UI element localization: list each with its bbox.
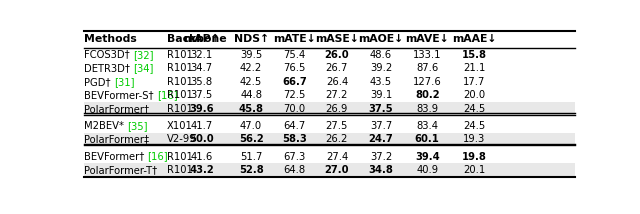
Text: 58.3: 58.3 [282,134,307,144]
Text: 20.1: 20.1 [463,165,486,175]
Text: 32.1: 32.1 [190,50,212,60]
Text: PGD†: PGD† [84,77,114,87]
Text: 50.0: 50.0 [189,134,214,144]
Text: 37.5: 37.5 [190,90,212,100]
Text: BEVFormer†: BEVFormer† [84,152,147,162]
Text: 39.4: 39.4 [415,152,440,162]
Text: PolarFormer‡: PolarFormer‡ [84,134,149,144]
Text: 26.0: 26.0 [324,50,349,60]
Text: mAOE↓: mAOE↓ [358,34,404,44]
Text: 70.0: 70.0 [284,104,305,114]
Bar [84,133,575,146]
Text: [32]: [32] [133,50,154,60]
Text: 133.1: 133.1 [413,50,442,60]
Text: 127.6: 127.6 [413,77,442,87]
Text: Methods: Methods [84,34,137,44]
Text: 19.3: 19.3 [463,134,486,144]
Text: 34.8: 34.8 [369,165,394,175]
Text: FCOS3D†: FCOS3D† [84,50,133,60]
Text: [35]: [35] [127,121,148,131]
Text: M2BEV*: M2BEV* [84,121,127,131]
Text: 39.5: 39.5 [240,50,262,60]
Text: 19.8: 19.8 [462,152,487,162]
Text: mAVE↓: mAVE↓ [405,34,449,44]
Text: 21.1: 21.1 [463,63,486,73]
Text: mASE↓: mASE↓ [315,34,359,44]
Text: R101: R101 [167,104,193,114]
Text: R101: R101 [167,165,193,175]
Text: 37.5: 37.5 [369,104,394,114]
Text: 26.4: 26.4 [326,77,348,87]
Bar [84,102,575,116]
Text: 51.7: 51.7 [240,152,262,162]
Text: 24.7: 24.7 [369,134,394,144]
Text: X101: X101 [167,121,193,131]
Text: PolarFormer-T†: PolarFormer-T† [84,165,157,175]
Text: 39.1: 39.1 [370,90,392,100]
Text: 87.6: 87.6 [416,63,438,73]
Text: 42.2: 42.2 [240,63,262,73]
Text: 37.2: 37.2 [370,152,392,162]
Text: 39.6: 39.6 [189,104,214,114]
Text: V2-99: V2-99 [167,134,196,144]
Text: [16]: [16] [157,90,177,100]
Text: 48.6: 48.6 [370,50,392,60]
Text: 40.9: 40.9 [416,165,438,175]
Text: 27.5: 27.5 [326,121,348,131]
Text: [31]: [31] [114,77,134,87]
Bar [84,163,575,177]
Text: 26.9: 26.9 [326,104,348,114]
Text: BEVFormer-S†: BEVFormer-S† [84,90,157,100]
Text: 41.7: 41.7 [190,121,212,131]
Text: 42.5: 42.5 [240,77,262,87]
Text: 27.2: 27.2 [326,90,348,100]
Text: 80.2: 80.2 [415,90,440,100]
Text: 47.0: 47.0 [240,121,262,131]
Text: 20.0: 20.0 [463,90,485,100]
Text: 43.2: 43.2 [189,165,214,175]
Text: 56.2: 56.2 [239,134,264,144]
Text: mAP↑: mAP↑ [183,34,220,44]
Text: 17.7: 17.7 [463,77,486,87]
Text: 83.4: 83.4 [416,121,438,131]
Text: [16]: [16] [147,152,168,162]
Text: 66.7: 66.7 [282,77,307,87]
Text: 76.5: 76.5 [283,63,305,73]
Text: 60.1: 60.1 [415,134,440,144]
Text: 64.8: 64.8 [284,165,305,175]
Text: 26.2: 26.2 [326,134,348,144]
Text: [34]: [34] [133,63,154,73]
Text: mAAE↓: mAAE↓ [452,34,497,44]
Text: 27.4: 27.4 [326,152,348,162]
Text: 75.4: 75.4 [283,50,305,60]
Text: 44.8: 44.8 [240,90,262,100]
Text: 67.3: 67.3 [283,152,305,162]
Text: 27.0: 27.0 [324,165,349,175]
Text: 34.7: 34.7 [191,63,212,73]
Text: R101: R101 [167,152,193,162]
Text: 39.2: 39.2 [370,63,392,73]
Text: 37.7: 37.7 [370,121,392,131]
Text: R101: R101 [167,77,193,87]
Text: mATE↓: mATE↓ [273,34,316,44]
Text: 43.5: 43.5 [370,77,392,87]
Text: R101: R101 [167,50,193,60]
Text: 64.7: 64.7 [283,121,305,131]
Text: 72.5: 72.5 [283,90,305,100]
Text: 26.7: 26.7 [326,63,348,73]
Text: 24.5: 24.5 [463,121,486,131]
Text: PolarFormer†: PolarFormer† [84,104,149,114]
Text: 15.8: 15.8 [462,50,487,60]
Text: DETR3D†: DETR3D† [84,63,133,73]
Text: 83.9: 83.9 [416,104,438,114]
Text: 35.8: 35.8 [191,77,212,87]
Text: 52.8: 52.8 [239,165,264,175]
Text: NDS↑: NDS↑ [234,34,269,44]
Text: R101: R101 [167,90,193,100]
Text: 45.8: 45.8 [239,104,264,114]
Text: Backbone: Backbone [167,34,227,44]
Text: R101: R101 [167,63,193,73]
Text: 24.5: 24.5 [463,104,486,114]
Text: 41.6: 41.6 [190,152,212,162]
